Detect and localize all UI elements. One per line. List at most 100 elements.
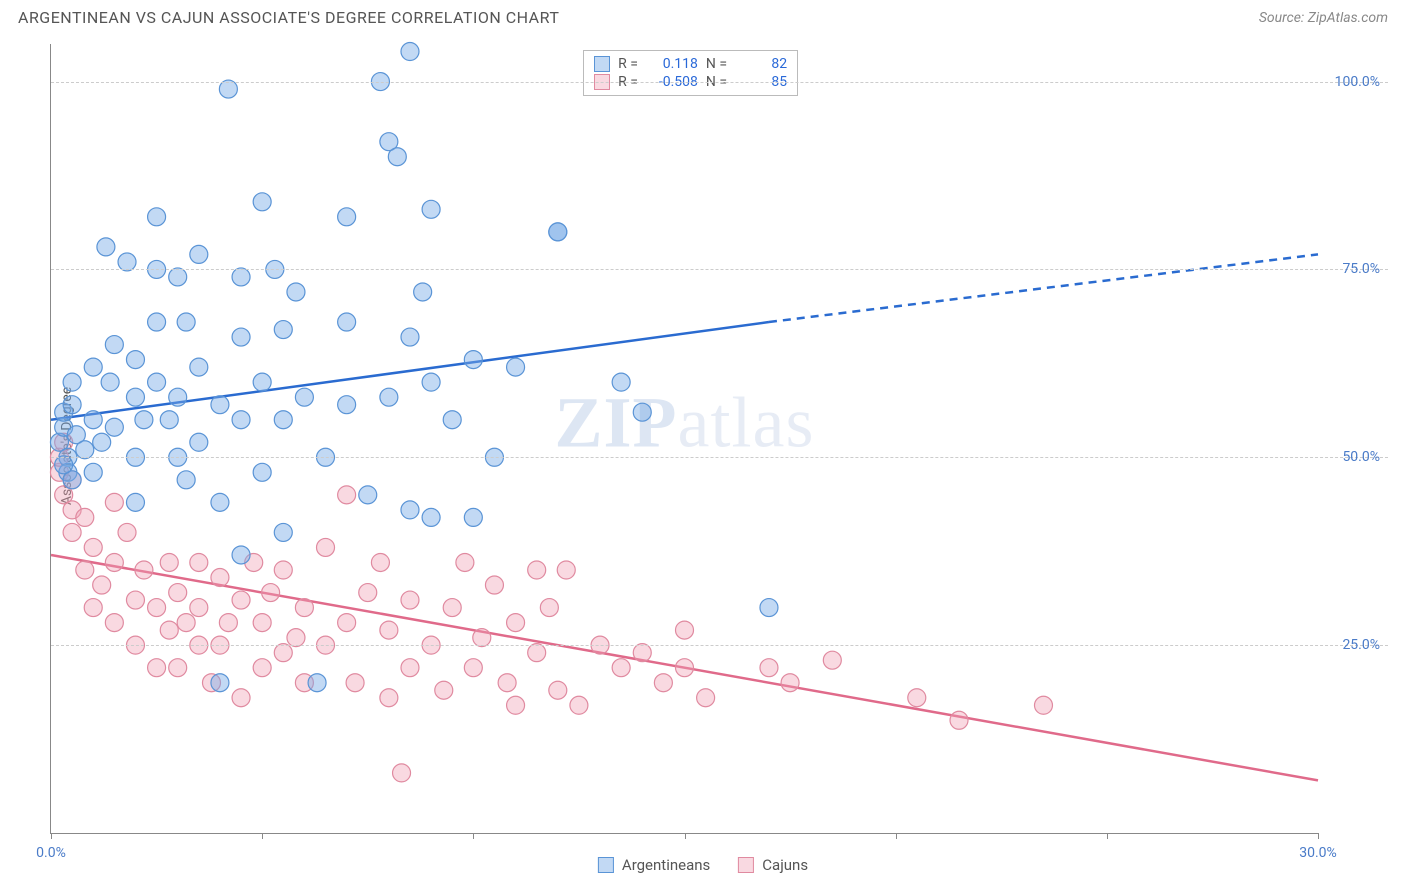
point-argentinean: [464, 351, 482, 369]
point-cajun: [346, 674, 364, 692]
point-argentinean: [401, 501, 419, 519]
point-cajun: [76, 561, 94, 579]
y-tick-label: 75.0%: [1342, 261, 1380, 277]
point-argentinean: [160, 411, 178, 429]
point-cajun: [1034, 696, 1052, 714]
point-cajun: [219, 614, 237, 632]
x-tick: [51, 833, 52, 839]
point-argentinean: [274, 523, 292, 541]
point-cajun: [253, 614, 271, 632]
point-argentinean: [253, 463, 271, 481]
point-cajun: [232, 689, 250, 707]
point-cajun: [105, 553, 123, 571]
point-argentinean: [401, 328, 419, 346]
swatch-blue: [594, 56, 610, 72]
chart-title: ARGENTINEAN VS CAJUN ASSOCIATE'S DEGREE …: [18, 8, 559, 27]
point-cajun: [274, 561, 292, 579]
legend-row-blue: R = 0.118 N = 82: [594, 55, 787, 73]
point-cajun: [274, 644, 292, 662]
point-argentinean: [274, 411, 292, 429]
point-argentinean: [612, 373, 630, 391]
point-argentinean: [190, 245, 208, 263]
point-cajun: [393, 764, 411, 782]
point-cajun: [443, 599, 461, 617]
point-cajun: [456, 553, 474, 571]
point-cajun: [781, 674, 799, 692]
x-tick: [1107, 833, 1108, 839]
point-argentinean: [338, 208, 356, 226]
point-argentinean: [101, 373, 119, 391]
point-argentinean: [63, 396, 81, 414]
point-cajun: [485, 576, 503, 594]
gridline: [51, 269, 1388, 270]
point-argentinean: [93, 433, 111, 451]
y-tick-label: 25.0%: [1342, 637, 1380, 653]
point-cajun: [76, 508, 94, 526]
point-cajun: [823, 651, 841, 669]
point-argentinean: [274, 321, 292, 339]
point-argentinean: [126, 493, 144, 511]
point-argentinean: [443, 411, 461, 429]
point-cajun: [190, 553, 208, 571]
point-argentinean: [211, 493, 229, 511]
point-cajun: [105, 493, 123, 511]
point-cajun: [338, 614, 356, 632]
point-argentinean: [232, 546, 250, 564]
point-cajun: [528, 561, 546, 579]
gridline: [51, 457, 1388, 458]
gridline: [51, 645, 1388, 646]
point-cajun: [549, 681, 567, 699]
point-cajun: [760, 659, 778, 677]
point-argentinean: [232, 411, 250, 429]
point-argentinean: [211, 674, 229, 692]
swatch-argentineans: [598, 857, 614, 873]
point-cajun: [105, 614, 123, 632]
point-cajun: [169, 659, 187, 677]
x-tick: [1318, 833, 1319, 839]
point-cajun: [160, 553, 178, 571]
point-argentinean: [338, 313, 356, 331]
point-argentinean: [190, 358, 208, 376]
point-cajun: [697, 689, 715, 707]
point-argentinean: [232, 268, 250, 286]
point-argentinean: [84, 411, 102, 429]
x-tick: [473, 833, 474, 839]
y-tick-label: 50.0%: [1342, 449, 1380, 465]
point-argentinean: [84, 358, 102, 376]
point-cajun: [908, 689, 926, 707]
n-value-blue: 82: [735, 56, 787, 72]
x-tick: [896, 833, 897, 839]
point-argentinean: [105, 418, 123, 436]
point-argentinean: [211, 396, 229, 414]
y-tick-label: 100.0%: [1335, 74, 1380, 90]
point-cajun: [380, 621, 398, 639]
point-argentinean: [190, 433, 208, 451]
point-argentinean: [422, 508, 440, 526]
point-cajun: [211, 569, 229, 587]
point-cajun: [232, 591, 250, 609]
point-cajun: [169, 584, 187, 602]
x-tick: [262, 833, 263, 839]
point-cajun: [473, 629, 491, 647]
chart-container: ZIPatlas R = 0.118 N = 82 R = -0.508 N =…: [50, 44, 1388, 834]
point-argentinean: [422, 373, 440, 391]
point-argentinean: [253, 193, 271, 211]
point-cajun: [177, 614, 195, 632]
point-cajun: [253, 659, 271, 677]
point-argentinean: [308, 674, 326, 692]
point-cajun: [435, 681, 453, 699]
point-cajun: [338, 486, 356, 504]
point-cajun: [118, 523, 136, 541]
point-argentinean: [148, 208, 166, 226]
point-argentinean: [126, 388, 144, 406]
point-argentinean: [295, 388, 313, 406]
point-cajun: [84, 538, 102, 556]
x-tick-label-max: 30.0%: [1299, 845, 1337, 861]
point-cajun: [84, 599, 102, 617]
legend-item-argentineans: Argentineans: [598, 856, 710, 874]
point-argentinean: [105, 336, 123, 354]
point-cajun: [371, 553, 389, 571]
point-cajun: [401, 659, 419, 677]
point-argentinean: [148, 313, 166, 331]
point-cajun: [612, 659, 630, 677]
